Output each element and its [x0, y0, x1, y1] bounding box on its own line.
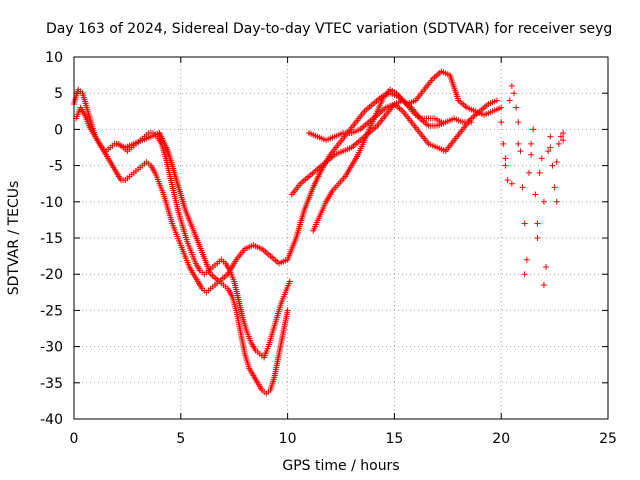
- y-tick-label: -10: [40, 195, 63, 211]
- y-tick-label: 5: [54, 86, 63, 102]
- data-point: [286, 278, 293, 285]
- data-point: [547, 144, 554, 151]
- data-point: [502, 155, 509, 162]
- x-tick-label: 25: [599, 431, 617, 447]
- series-track-7: [498, 82, 567, 270]
- y-tick-label: -5: [49, 159, 63, 175]
- data-point: [534, 220, 541, 227]
- data-point: [525, 169, 532, 176]
- data-point: [498, 119, 505, 126]
- data-point: [519, 184, 526, 191]
- data-point: [553, 158, 560, 165]
- data-point: [530, 126, 537, 133]
- x-tick-label: 5: [176, 431, 185, 447]
- x-axis-label: GPS time / hours: [282, 458, 399, 474]
- data-point: [560, 137, 567, 144]
- plot-frame: [73, 56, 609, 420]
- axis-ticks: [73, 56, 609, 420]
- data-point: [506, 97, 513, 104]
- series-track-2: [73, 104, 293, 361]
- data-point: [521, 220, 528, 227]
- y-tick-label: 0: [54, 122, 63, 138]
- data-point: [511, 90, 518, 97]
- y-tick-label: -15: [40, 231, 63, 247]
- data-point: [508, 82, 515, 89]
- data-point: [555, 140, 562, 147]
- series-track-1: [71, 86, 291, 397]
- x-tick-labels: 0 5 10 15 20 25: [70, 431, 617, 447]
- data-point: [551, 184, 558, 191]
- data-point: [504, 177, 511, 184]
- data-point: [538, 155, 545, 162]
- grid-lines: [74, 57, 608, 419]
- data-series: [71, 68, 567, 397]
- data-point: [508, 180, 515, 187]
- x-tick-label: 0: [70, 431, 79, 447]
- data-point: [498, 104, 505, 111]
- data-point: [502, 162, 509, 169]
- y-tick-label: -25: [40, 303, 63, 319]
- y-tick-label: -35: [40, 376, 63, 392]
- data-point: [532, 191, 539, 198]
- data-point: [549, 162, 556, 169]
- data-point: [540, 282, 547, 289]
- x-tick-label: 15: [385, 431, 403, 447]
- series-track-4: [305, 97, 500, 155]
- data-point: [438, 119, 445, 126]
- x-tick-label: 20: [492, 431, 510, 447]
- data-point: [558, 133, 565, 140]
- y-tick-label: 10: [45, 50, 63, 66]
- data-point: [545, 148, 552, 155]
- series-track-3: [113, 68, 505, 285]
- x-tick-label: 10: [279, 431, 297, 447]
- data-point: [515, 140, 522, 147]
- series-track-8: [502, 130, 567, 289]
- data-point: [513, 104, 520, 111]
- data-point: [553, 198, 560, 205]
- data-point: [493, 97, 500, 104]
- data-point: [500, 140, 507, 147]
- y-tick-label: -20: [40, 267, 63, 283]
- data-point: [517, 148, 524, 155]
- y-axis-label: SDTVAR / TECUs: [6, 181, 22, 296]
- y-tick-labels: -40 -35 -30 -25 -20 -15 -10 -5 0 5 10: [40, 50, 63, 428]
- data-point: [560, 130, 567, 137]
- data-point: [523, 256, 530, 263]
- data-point: [540, 198, 547, 205]
- data-point: [547, 133, 554, 140]
- data-point: [528, 151, 535, 158]
- y-tick-label: -30: [40, 340, 63, 356]
- data-point: [543, 263, 550, 270]
- data-point: [515, 119, 522, 126]
- data-point: [534, 235, 541, 241]
- series-track-6: [310, 86, 445, 234]
- data-point: [521, 271, 528, 278]
- data-point: [284, 307, 291, 314]
- chart-title: Day 163 of 2024, Sidereal Day-to-day VTE…: [46, 21, 612, 37]
- data-point: [536, 169, 543, 176]
- data-point: [528, 140, 535, 147]
- y-tick-label: -40: [40, 412, 63, 428]
- data-point: [468, 119, 475, 126]
